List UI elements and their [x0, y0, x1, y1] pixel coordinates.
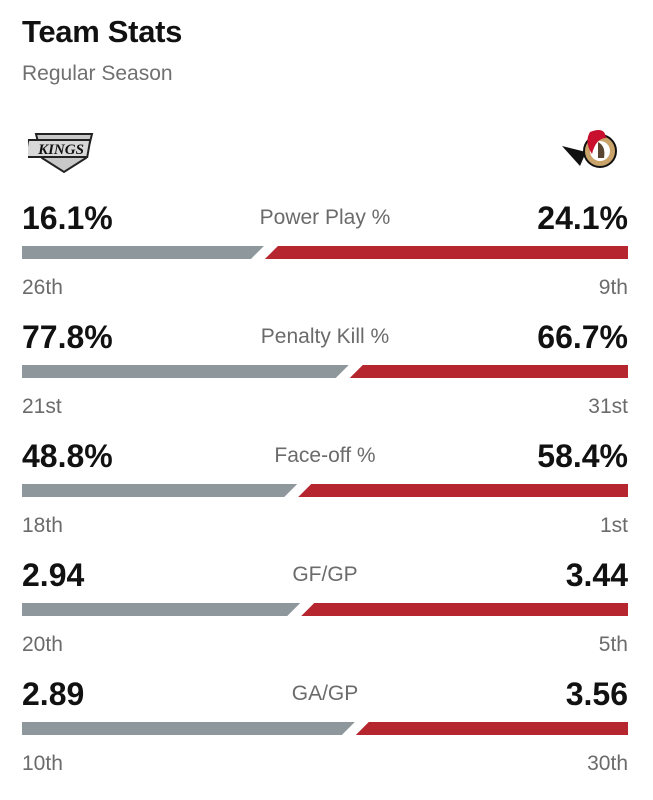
left-team-rank: 21st	[22, 395, 62, 418]
stat-label: Face-off %	[274, 444, 376, 467]
svg-text:KINGS: KINGS	[37, 142, 84, 158]
right-team-value: 24.1%	[537, 200, 628, 236]
page-title: Team Stats	[22, 14, 183, 49]
left-team-rank: 10th	[22, 752, 63, 775]
left-team-rank: 18th	[22, 514, 63, 537]
right-team-bar	[298, 484, 628, 497]
right-team-rank: 30th	[587, 752, 628, 775]
stat-row: 48.8% Face-off % 58.4% 18th 1st	[22, 438, 628, 548]
right-team-bar	[301, 603, 628, 616]
left-team-rank: 20th	[22, 633, 63, 656]
stat-row: 77.8% Penalty Kill % 66.7% 21st 31st	[22, 319, 628, 429]
left-team-bar	[22, 246, 264, 259]
left-team-bar	[22, 603, 301, 616]
left-team-value: 77.8%	[22, 319, 113, 355]
stat-label: GF/GP	[292, 563, 358, 586]
left-team-bar	[22, 365, 349, 378]
stat-row: 2.89 GA/GP 3.56 10th 30th	[22, 676, 628, 786]
kings-logo-icon: KINGS	[24, 130, 94, 179]
senators-logo-icon	[560, 124, 620, 179]
right-team-value: 3.56	[565, 676, 628, 712]
right-team-rank: 9th	[598, 276, 628, 299]
season-subtitle: Regular Season	[22, 62, 173, 85]
right-team-rank: 1st	[599, 514, 628, 537]
stat-row: 2.94 GF/GP 3.44 20th 5th	[22, 557, 628, 667]
left-team-bar	[22, 484, 298, 497]
right-team-value: 66.7%	[537, 319, 628, 355]
stat-label: Penalty Kill %	[260, 325, 390, 348]
right-team-rank: 5th	[598, 633, 628, 656]
stat-row: 16.1% Power Play % 24.1% 26th 9th	[22, 200, 628, 310]
left-team-value: 2.94	[22, 557, 85, 593]
right-team-value: 3.44	[565, 557, 628, 593]
left-team-value: 48.8%	[22, 438, 113, 474]
right-team-bar	[349, 365, 628, 378]
right-team-bar	[355, 722, 628, 735]
comparison-bar	[22, 246, 628, 259]
stat-label: Power Play %	[259, 206, 391, 229]
stat-label: GA/GP	[291, 682, 359, 705]
left-team-value: 2.89	[22, 676, 85, 712]
left-team-bar	[22, 722, 355, 735]
left-team-rank: 26th	[22, 276, 63, 299]
comparison-bar	[22, 603, 628, 616]
right-team-rank: 31st	[588, 395, 628, 418]
left-team-value: 16.1%	[22, 200, 113, 236]
right-team-value: 58.4%	[537, 438, 628, 474]
comparison-bar	[22, 365, 628, 378]
comparison-bar	[22, 484, 628, 497]
right-team-bar	[264, 246, 628, 259]
comparison-bar	[22, 722, 628, 735]
